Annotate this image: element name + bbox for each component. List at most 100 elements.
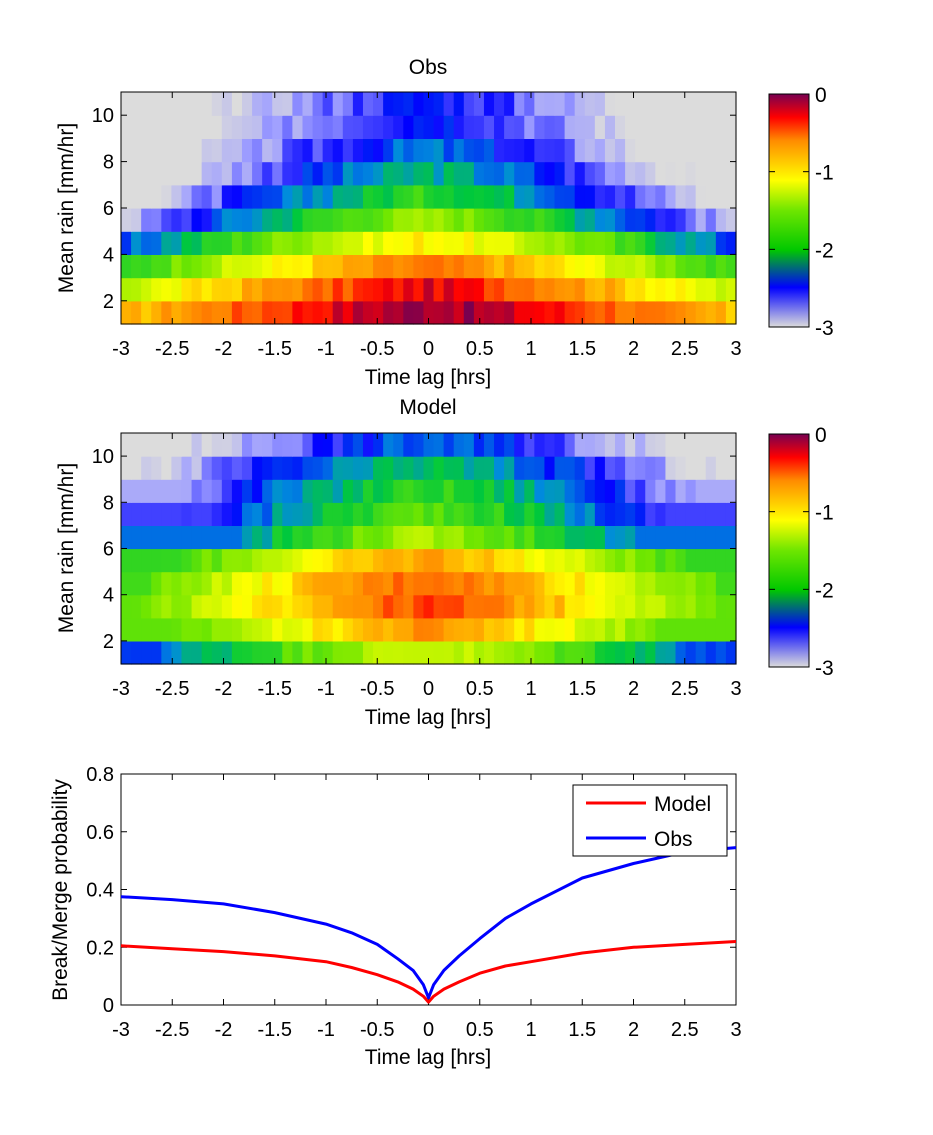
heatmap-cell	[302, 92, 314, 116]
heatmap-cell	[655, 138, 667, 163]
heatmap-cell	[241, 138, 253, 163]
heatmap-cell	[322, 300, 334, 325]
heatmap-cell	[272, 502, 283, 526]
heatmap-cell	[685, 254, 697, 279]
heatmap-cell	[615, 300, 626, 325]
heatmap-cell	[282, 617, 293, 642]
heatmap-cell	[151, 640, 162, 665]
heatmap-cell	[231, 479, 243, 503]
heatmap-cell	[433, 277, 445, 302]
heatmap-cell	[483, 525, 495, 550]
heatmap-cell	[191, 548, 203, 573]
heatmap-cell	[554, 184, 566, 209]
heatmap-cell	[322, 479, 334, 503]
x-tick-label: -1	[317, 1019, 335, 1041]
heatmap-cell	[645, 161, 656, 186]
heatmap-cell	[352, 456, 364, 480]
heatmap-cell	[655, 300, 667, 325]
heatmap-cell	[433, 138, 445, 163]
heatmap-cell	[564, 138, 576, 163]
heatmap-cell	[695, 92, 707, 116]
x-tick-label: 0	[423, 338, 434, 360]
heatmap-cell	[473, 525, 485, 550]
heatmap-cell	[373, 138, 384, 163]
heatmap-cell	[211, 640, 223, 665]
heatmap-cell	[423, 594, 435, 619]
heatmap-cell	[554, 231, 566, 255]
heatmap-cell	[403, 594, 414, 619]
heatmap-cell	[302, 138, 314, 163]
heatmap-cell	[171, 433, 183, 457]
heatmap-cell	[362, 502, 374, 526]
heatmap-cell	[443, 92, 455, 116]
heatmap-cell	[221, 433, 233, 457]
heatmap-cell	[352, 433, 364, 457]
heatmap-cell	[342, 115, 354, 139]
model-panel: Model -3 -2.5 -2 -1.5 -1 -0.5 0 0.5 1 1.5 2 2.5 3 2 4 6…	[55, 396, 834, 729]
heatmap-cell	[504, 525, 515, 550]
heatmap-cell	[413, 277, 425, 302]
x-tick-label: 2.5	[671, 338, 699, 360]
obs-x-label: Time lag [hrs]	[365, 366, 491, 389]
heatmap-cell	[252, 617, 263, 642]
heatmap-cell	[231, 254, 243, 279]
heatmap-cell	[161, 640, 173, 665]
heatmap-cell	[534, 277, 546, 302]
heatmap-cell	[352, 115, 364, 139]
heatmap-cell	[141, 138, 152, 163]
heatmap-cell	[282, 277, 293, 302]
heatmap-cell	[615, 479, 626, 503]
heatmap-cell	[362, 640, 374, 665]
heatmap-cell	[705, 502, 717, 526]
heatmap-cell	[131, 231, 142, 255]
heatmap-cell	[514, 548, 525, 573]
heatmap-cell	[221, 92, 233, 116]
heatmap-cell	[544, 548, 556, 573]
heatmap-cell	[604, 161, 616, 186]
x-tick-label: 0.5	[466, 1019, 494, 1041]
heatmap-cell	[282, 92, 293, 116]
heatmap-cell	[383, 617, 394, 642]
heatmap-cell	[705, 115, 717, 139]
heatmap-cell	[131, 548, 142, 573]
heatmap-cell	[272, 479, 283, 503]
heatmap-cell	[534, 115, 546, 139]
x-tick-label: -2.5	[155, 678, 189, 700]
heatmap-cell	[554, 502, 566, 526]
heatmap-cell	[715, 300, 727, 325]
heatmap-cell	[564, 208, 576, 232]
probability-panel: -3 -2.5 -2 -1.5 -1 -0.5 0 0.5 1 1.5 2 2.5 3 0 0.2 0.4 0.…	[49, 764, 742, 1069]
heatmap-cell	[615, 184, 626, 209]
heatmap-cell	[282, 640, 293, 665]
heatmap-cell	[594, 525, 606, 550]
heatmap-cell	[554, 92, 566, 116]
heatmap-cell	[131, 640, 142, 665]
heatmap-cell	[675, 433, 687, 457]
heatmap-cell	[171, 548, 183, 573]
heatmap-cell	[322, 277, 334, 302]
heatmap-cell	[383, 548, 394, 573]
heatmap-cell	[201, 502, 213, 526]
heatmap-cell	[211, 571, 223, 596]
heatmap-cell	[473, 92, 485, 116]
heatmap-cell	[312, 300, 324, 325]
heatmap-cell	[645, 479, 656, 503]
heatmap-cell	[615, 277, 626, 302]
heatmap-cell	[383, 138, 394, 163]
heatmap-cell	[584, 617, 596, 642]
heatmap-cell	[342, 92, 354, 116]
heatmap-cell	[312, 640, 324, 665]
heatmap-cell	[645, 254, 656, 279]
heatmap-cell	[544, 161, 556, 186]
heatmap-cell	[393, 433, 404, 457]
heatmap-cell	[584, 525, 596, 550]
heatmap-cell	[161, 115, 173, 139]
heatmap-cell	[121, 184, 132, 209]
heatmap-cell	[423, 208, 435, 232]
heatmap-cell	[292, 594, 304, 619]
heatmap-cell	[695, 433, 707, 457]
heatmap-cell	[675, 208, 687, 232]
heatmap-cell	[221, 277, 233, 302]
heatmap-cell	[534, 502, 546, 526]
x-tick-label: 3	[730, 1019, 741, 1041]
